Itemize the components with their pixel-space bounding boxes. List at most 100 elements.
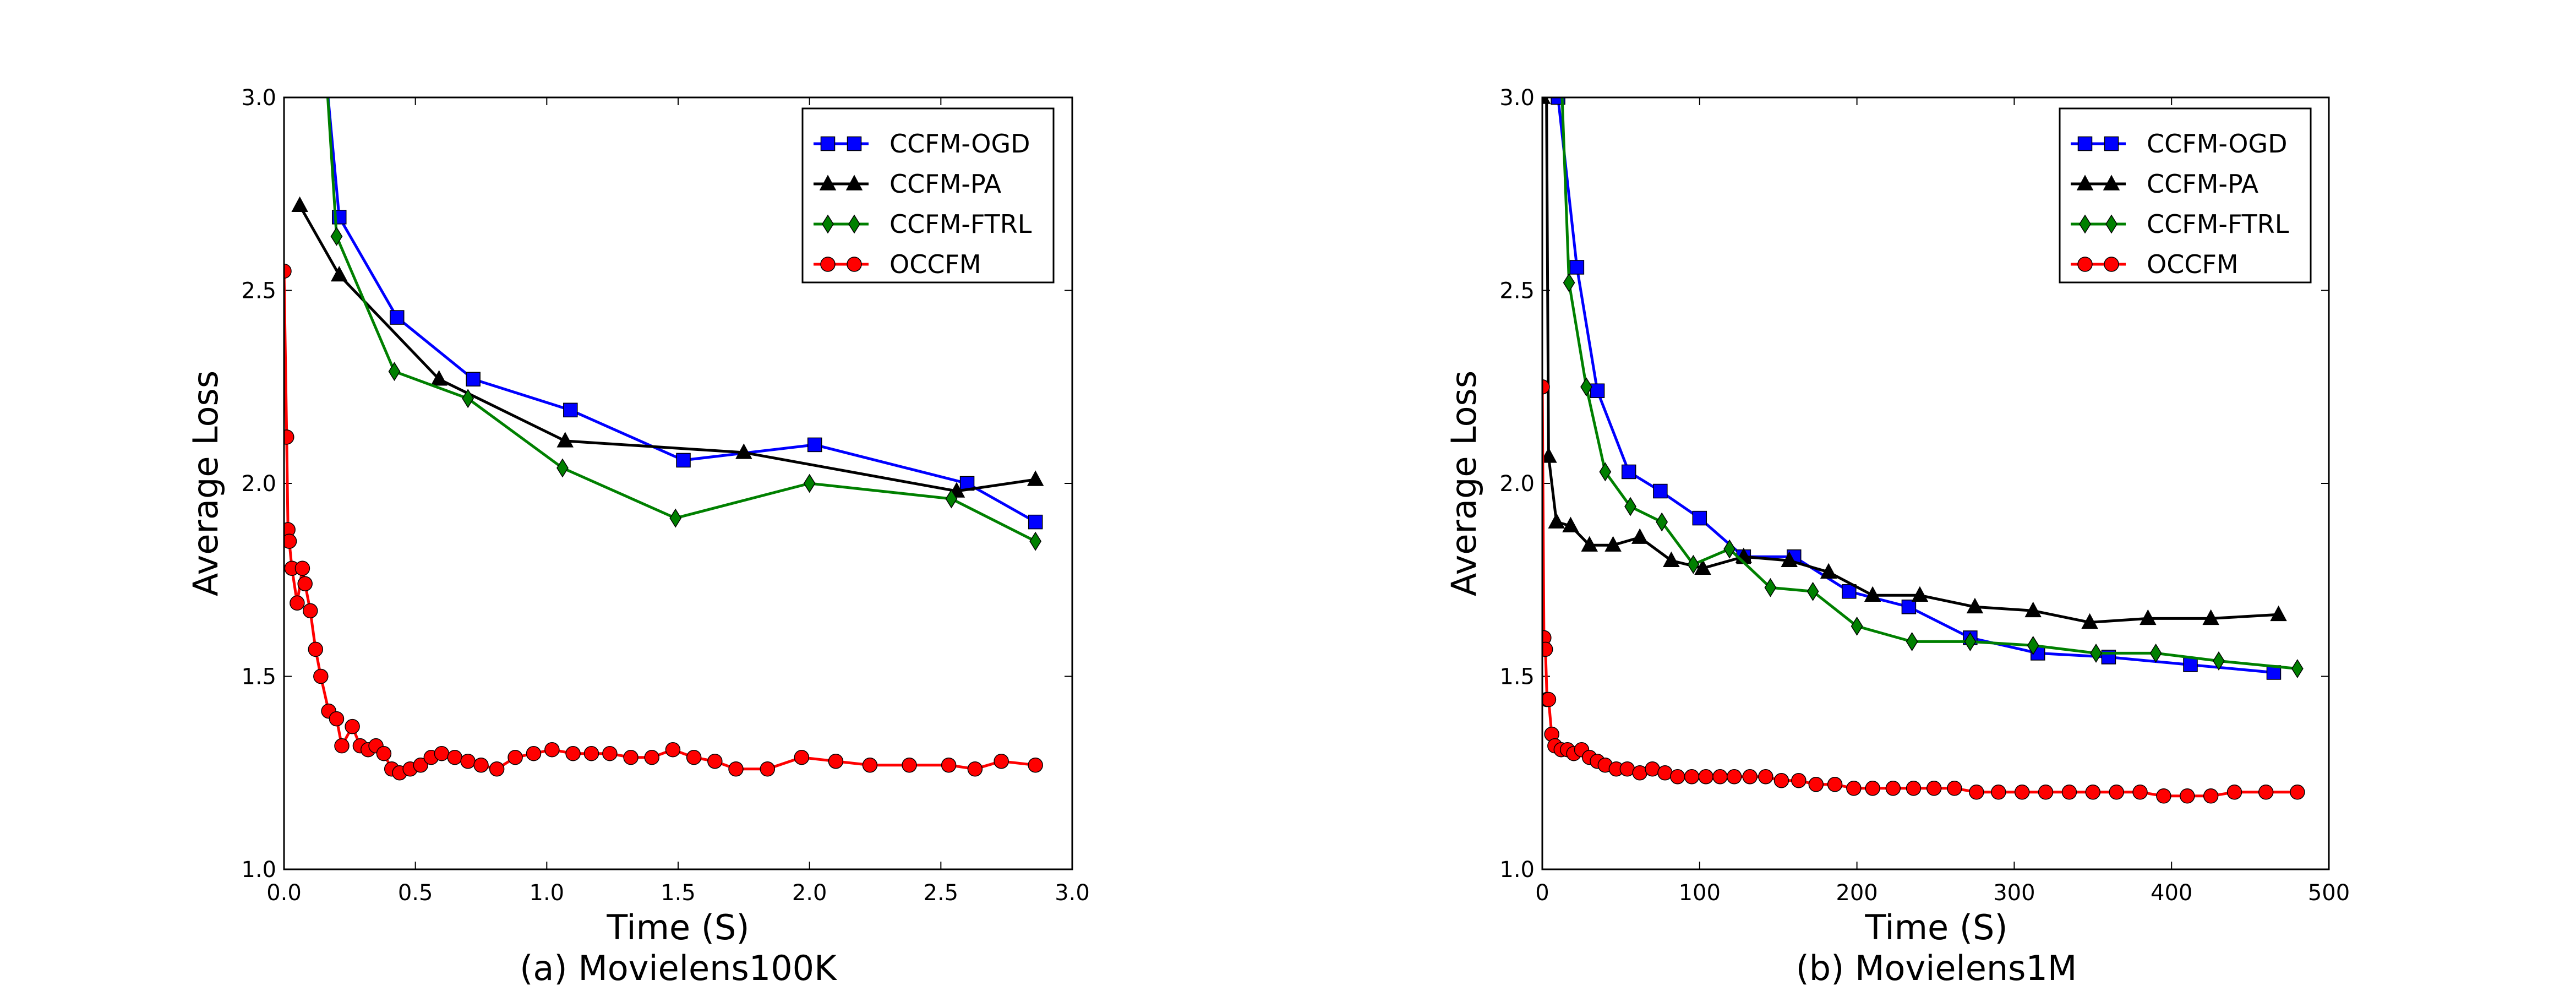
- data-point-ccfm-ftrl: [803, 473, 816, 493]
- legend-label: CCFM-PA: [2147, 169, 2259, 199]
- data-point-occfm: [447, 749, 463, 765]
- legend-label: CCFM-PA: [889, 169, 1002, 199]
- data-point-ccfm-ogd: [1028, 514, 1043, 530]
- data-point-ccfm-pa: [1864, 586, 1881, 602]
- legend-marker: [820, 257, 836, 272]
- legend-label: CCFM-OGD: [2147, 129, 2288, 159]
- data-point-occfm: [1657, 765, 1673, 781]
- data-point-ccfm-ogd: [676, 453, 691, 468]
- data-point-occfm: [2258, 785, 2274, 800]
- data-point-ccfm-pa: [1548, 513, 1565, 529]
- x-tick-label: 0: [1535, 880, 1549, 906]
- series-ccfm-ftrl: [1560, 97, 2304, 678]
- axes-frame: [283, 96, 1073, 870]
- data-point-ccfm-ftrl: [1656, 512, 1668, 532]
- legend-entry-occfm: OCCFM: [814, 249, 981, 279]
- legend: CCFM-OGD CCFM-PA CCFM-FTRL OCCFM: [2059, 107, 2312, 284]
- data-point-ccfm-ftrl: [2213, 651, 2225, 671]
- data-point-occfm: [526, 745, 542, 761]
- data-point-occfm: [1947, 781, 1962, 796]
- data-point-occfm: [760, 761, 776, 777]
- y-tick-label: 1.0: [1499, 857, 1535, 883]
- data-point-occfm: [1773, 773, 1789, 788]
- legend: CCFM-OGD CCFM-PA CCFM-FTRL OCCFM: [801, 107, 1055, 284]
- data-point-ccfm-ftrl: [1029, 531, 1042, 551]
- y-tick-label: 2.0: [1499, 471, 1535, 497]
- subplot-caption: (a) Movielens100K: [520, 948, 837, 988]
- data-point-ccfm-ogd: [1621, 464, 1636, 480]
- data-point-occfm: [1885, 781, 1901, 796]
- data-point-occfm: [294, 560, 310, 576]
- subplot-caption: (b) Movielens1M: [1796, 948, 2077, 988]
- data-point-ccfm-ftrl: [1563, 273, 1575, 292]
- data-point-ccfm-pa: [1604, 536, 1622, 552]
- y-tick-label: 2.5: [1499, 279, 1535, 304]
- data-point-occfm: [2156, 788, 2171, 804]
- data-point-occfm: [544, 742, 560, 758]
- series-ccfm-ogd: [326, 97, 1043, 530]
- series-line-ccfm-pa: [1542, 97, 2279, 624]
- data-point-occfm: [284, 429, 294, 445]
- y-axis-label: Average Loss: [1444, 371, 1484, 596]
- data-point-ccfm-pa: [2024, 601, 2042, 618]
- data-point-occfm: [583, 745, 599, 761]
- legend-marker: [2105, 214, 2117, 234]
- data-point-occfm: [1808, 777, 1824, 792]
- axes-frame: [1541, 96, 2330, 870]
- data-point-occfm: [1846, 781, 1862, 796]
- data-point-occfm: [1619, 761, 1635, 777]
- legend-marker: [847, 136, 862, 151]
- y-tick-label: 2.0: [241, 471, 276, 497]
- legend-marker: [820, 136, 836, 151]
- data-point-occfm: [565, 745, 581, 761]
- data-point-ccfm-pa: [1631, 528, 1649, 544]
- data-point-ccfm-ftrl: [669, 508, 682, 528]
- data-point-occfm: [2061, 785, 2077, 800]
- data-point-occfm: [473, 757, 489, 773]
- data-point-ccfm-pa: [2202, 609, 2219, 625]
- data-point-occfm: [1698, 769, 1713, 785]
- data-point-ccfm-ftrl: [2090, 644, 2102, 663]
- data-point-ccfm-pa: [1781, 551, 1798, 567]
- data-point-occfm: [1542, 641, 1553, 657]
- data-point-occfm: [2226, 785, 2242, 800]
- legend-entry-ccfm-ogd: CCFM-OGD: [814, 129, 1030, 159]
- x-axis-label: Time (S): [606, 907, 749, 948]
- data-point-occfm: [1991, 785, 2006, 800]
- data-point-ccfm-ogd: [2183, 657, 2198, 672]
- data-point-ccfm-ftrl: [1624, 497, 1636, 516]
- data-point-occfm: [728, 761, 744, 777]
- data-point-occfm: [1827, 777, 1843, 792]
- series-ccfm-pa: [1542, 97, 2287, 629]
- legend-entry-ccfm-ftrl: CCFM-FTRL: [2071, 209, 2289, 239]
- data-point-ccfm-pa: [1562, 516, 1579, 532]
- data-point-ccfm-ogd: [1692, 510, 1707, 526]
- data-point-occfm: [313, 668, 329, 684]
- legend-frame: [801, 107, 1055, 284]
- data-point-ccfm-ftrl: [1851, 616, 1863, 636]
- data-point-ccfm-pa: [2081, 613, 2098, 629]
- data-point-occfm: [2203, 788, 2219, 804]
- x-tick-label: 0.5: [398, 880, 433, 906]
- data-point-occfm: [686, 749, 702, 765]
- legend-marker: [845, 175, 863, 190]
- series-ccfm-ogd: [1551, 97, 2282, 680]
- data-point-occfm: [2109, 785, 2124, 800]
- x-axis-label: Time (S): [1864, 907, 2007, 948]
- data-point-occfm: [297, 576, 313, 592]
- data-point-ccfm-pa: [1820, 563, 1837, 579]
- data-point-ccfm-ftrl: [1906, 631, 1918, 651]
- legend-marker: [2104, 257, 2119, 272]
- series-line-occfm: [284, 271, 1036, 775]
- y-tick-label: 1.5: [1499, 665, 1535, 690]
- legend-marker: [2076, 175, 2094, 190]
- legend-marker: [822, 214, 834, 234]
- x-tick-label: 200: [1836, 880, 1878, 906]
- data-point-ccfm-pa: [291, 196, 308, 213]
- legend-marker: [2077, 257, 2093, 272]
- data-point-occfm: [1791, 773, 1807, 788]
- data-point-occfm: [1028, 757, 1043, 773]
- data-point-ccfm-ogd: [1842, 584, 1857, 599]
- data-point-ccfm-pa: [330, 265, 348, 282]
